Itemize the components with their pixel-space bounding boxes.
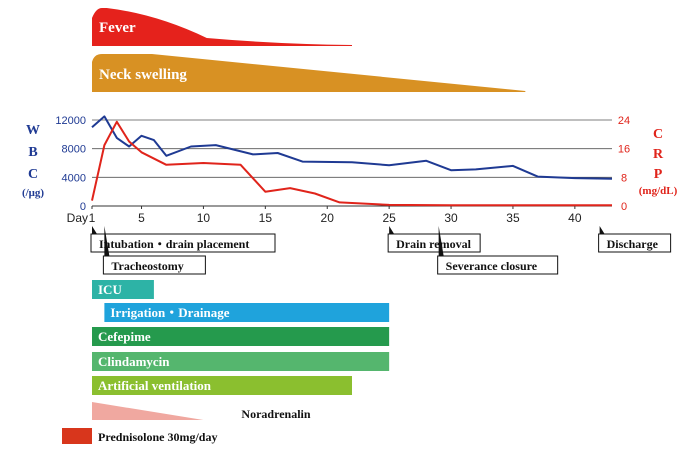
intubation-drain-placement-marker — [92, 226, 97, 234]
x-tick-label: 1 — [89, 211, 96, 225]
left-tick-label: 12000 — [55, 115, 86, 127]
legend-label: Prednisolone 30mg/day — [98, 430, 217, 444]
right-axis-title-part: C — [653, 127, 663, 142]
left-axis-title-part: W — [26, 123, 40, 138]
discharge-marker — [599, 226, 605, 234]
drain-removal-label: Drain removal — [396, 237, 471, 251]
artificial-ventilation-bar — [92, 376, 352, 395]
wbc-line — [91, 115, 613, 180]
x-tick-label: 20 — [321, 211, 335, 225]
right-tick-label: 8 — [621, 172, 627, 184]
left-tick-label: 0 — [80, 201, 86, 213]
cefepime-bar — [92, 327, 390, 346]
x-tick-label: 15 — [259, 211, 273, 225]
right-tick-label: 24 — [618, 115, 630, 127]
intubation-drain-placement-box — [90, 233, 276, 253]
x-axis-label: Day — [67, 211, 88, 225]
noradrenalin-label: Noradrenalin — [241, 407, 310, 421]
clindamycin-label: Clindamycin — [98, 354, 170, 369]
discharge-label: Discharge — [607, 237, 659, 251]
drain-removal-box — [387, 233, 481, 253]
artificial-ventilation-label: Artificial ventilation — [98, 378, 212, 393]
right-axis-title-part: R — [653, 147, 664, 162]
legend: Prednisolone 30mg/day — [62, 428, 217, 444]
icu-label: ICU — [98, 282, 122, 297]
left-axis-title-part: B — [28, 145, 37, 160]
tracheostomy-box — [102, 255, 206, 275]
fever-label: Fever — [99, 20, 136, 36]
legend-swatch — [62, 428, 92, 444]
event-markers: Intubation・drain placement Tracheostomy Dr… — [90, 226, 672, 275]
crp-line — [91, 120, 612, 207]
x-tick-label: 5 — [138, 211, 145, 225]
neck-swelling-bar — [92, 54, 526, 92]
right-tick-label: 0 — [621, 201, 627, 213]
x-tick-label: 40 — [568, 211, 582, 225]
left-tick-label: 8000 — [62, 144, 86, 156]
x-tick-label: 30 — [444, 211, 458, 225]
noradrenalin-bar — [92, 402, 204, 420]
icu-bar — [92, 280, 154, 299]
drain-removal-marker — [389, 226, 395, 234]
neck-swelling-label: Neck swelling — [99, 67, 187, 83]
severance-closure-label: Severance closure — [446, 259, 538, 273]
series-lines — [91, 115, 613, 207]
tracheostomy-label: Tracheostomy — [111, 259, 183, 273]
treatment-bars: ICU Irrigation・Drainage Cefepime Clindamyci… — [92, 280, 390, 421]
cefepime-label: Cefepime — [98, 329, 151, 344]
left-axis-title-part: (/μg) — [22, 187, 44, 199]
right-tick-label: 16 — [618, 144, 630, 156]
severance-closure-marker — [438, 226, 444, 256]
x-tick-label: 25 — [382, 211, 396, 225]
right-axis-title-part: P — [654, 167, 663, 182]
clindamycin-bar — [92, 352, 390, 371]
irrigation-drainage-bar — [104, 303, 390, 322]
symptom-bars: Fever Neck swelling — [92, 8, 526, 92]
irrigation-drainage-label: Irrigation・Drainage — [110, 305, 229, 320]
x-tick-label: 10 — [197, 211, 211, 225]
left-axis-title-part: C — [28, 167, 38, 182]
tracheostomy-marker — [104, 226, 110, 256]
left-tick-label: 4000 — [62, 172, 86, 184]
x-tick-label: 35 — [506, 211, 520, 225]
fever-bar — [92, 8, 352, 46]
right-axis-title-part: (mg/dL) — [639, 185, 678, 197]
intubation-drain-placement-label: Intubation・drain placement — [99, 237, 249, 251]
discharge-box — [598, 233, 672, 253]
severance-closure-box — [437, 255, 559, 275]
